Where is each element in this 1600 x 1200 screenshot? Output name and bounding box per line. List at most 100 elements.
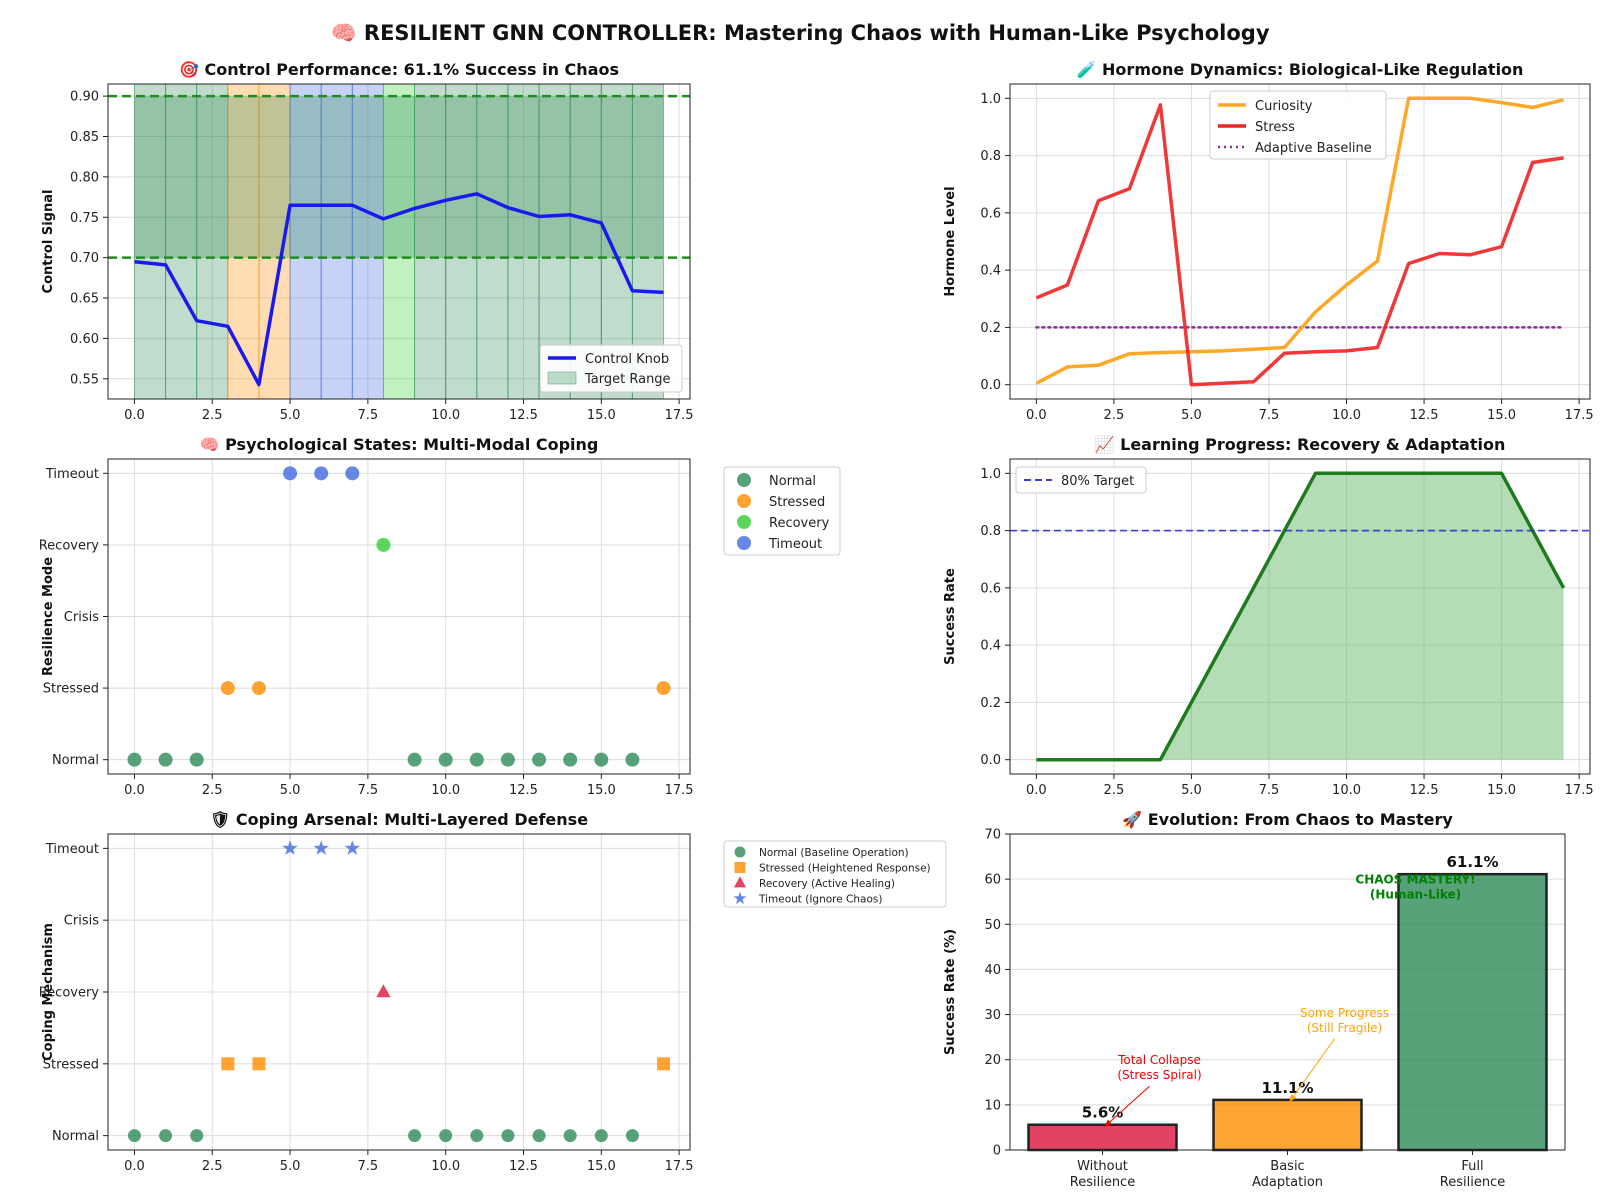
mode-band [445, 83, 478, 400]
legend-marker [737, 515, 751, 529]
bar-value-label: 11.1% [1261, 1079, 1313, 1097]
y-tick-label: Crisis [64, 610, 99, 625]
mode-band [414, 83, 447, 400]
legend-label: Stress [1255, 120, 1295, 135]
legend-box [1209, 90, 1387, 160]
x-tick-label: 2.5 [1104, 408, 1125, 423]
annotation-text: CHAOS MASTERY! [1355, 873, 1475, 887]
legend-patch-target-range [547, 371, 577, 385]
legend-marker [737, 536, 751, 550]
legend-box [1015, 466, 1147, 494]
y-tick-label: Normal [52, 753, 99, 768]
state-point-stressed [251, 681, 266, 696]
mode-band [507, 83, 540, 400]
y-tick-label: 30 [984, 1008, 1001, 1023]
legend-label: 80% Target [1061, 474, 1134, 489]
coping-point-circle [625, 1129, 639, 1143]
y-axis-label: Success Rate (%) [943, 929, 958, 1055]
y-axis-label: Hormone Level [943, 186, 958, 296]
coping-point-circle [127, 1129, 141, 1143]
coping-point-circle [501, 1129, 515, 1143]
x-tick-label: 12.5 [509, 783, 538, 798]
legend-label: Stressed (Heightened Response) [759, 863, 931, 875]
x-tick-label: 5.0 [280, 1159, 301, 1174]
coping-point-star [344, 840, 360, 855]
state-point-stressed [656, 681, 671, 696]
x-tick-label: 12.5 [1410, 783, 1439, 798]
coping-point-circle [439, 1129, 453, 1143]
panel-title: 🧪 Hormone Dynamics: Biological-Like Regu… [1077, 60, 1524, 79]
legend-label: Timeout [768, 537, 822, 552]
x-tick-label: 10.0 [431, 783, 460, 798]
annotation-text: (Human-Like) [1370, 888, 1461, 902]
x-tick-label: 15.0 [587, 783, 616, 798]
state-point-timeout [345, 466, 360, 481]
y-tick-label: Stressed [43, 1057, 99, 1072]
legend-marker [733, 876, 747, 888]
x-tick-label: 10.0 [1332, 783, 1361, 798]
curiosity-line [1035, 96, 1565, 385]
success-rate-line [1036, 471, 1566, 762]
x-tick-label: 5.0 [1181, 408, 1202, 423]
y-tick-label: 0.4 [980, 639, 1001, 654]
y-tick-label: 0.65 [70, 292, 99, 307]
x-tick-label: Full [1461, 1159, 1483, 1174]
y-tick-label: Crisis [64, 914, 99, 929]
y-tick-label: Recovery [39, 986, 100, 1001]
legend-label: Target Range [584, 372, 671, 387]
coping-point-star [313, 840, 329, 855]
mode-band [476, 83, 509, 400]
state-point-stressed [220, 681, 235, 696]
y-tick-label: Timeout [45, 467, 99, 482]
x-tick-label: 2.5 [1104, 783, 1125, 798]
annotation-text: Total Collapse [1117, 1053, 1201, 1067]
success-area-fill [1036, 473, 1564, 760]
panel-evolution: 🚀 Evolution: From Chaos to Mastery Succes… [943, 810, 1566, 1190]
y-tick-label: 0.0 [980, 753, 1001, 768]
annotation-arrowhead [1104, 1119, 1113, 1127]
legend-marker [737, 473, 751, 487]
figure-title: 🧠 RESILIENT GNN CONTROLLER: Mastering Ch… [330, 21, 1269, 45]
x-tick-label: Without [1077, 1159, 1128, 1174]
state-point-timeout [314, 466, 329, 481]
y-tick-label: 0.6 [980, 581, 1001, 596]
panel-title: 🧠 Psychological States: Multi-Modal Copi… [200, 435, 599, 454]
y-axis-label: Control Signal [41, 190, 56, 294]
x-tick-label: 2.5 [202, 408, 223, 423]
x-tick-label: 2.5 [202, 1159, 223, 1174]
panel-learning: 📈 Learning Progress: Recovery & Adaptati… [943, 435, 1594, 798]
state-point-recovery [376, 537, 391, 552]
state-point-normal [563, 752, 578, 767]
x-tick-label: 15.0 [587, 1159, 616, 1174]
legend-label: Curiosity [1255, 99, 1313, 114]
y-tick-label: Stressed [43, 682, 99, 697]
legend-label: Recovery (Active Healing) [759, 878, 895, 890]
state-point-normal [532, 752, 547, 767]
legend-label: Control Knob [585, 352, 669, 367]
x-tick-label: 0.0 [1026, 783, 1047, 798]
x-tick-label: 10.0 [1332, 408, 1361, 423]
annotation-arrowhead [1289, 1094, 1297, 1102]
x-tick-label: 0.0 [124, 783, 145, 798]
x-tick-label: 5.0 [280, 783, 301, 798]
x-tick-label: 17.5 [665, 408, 694, 423]
legend-marker [734, 846, 746, 858]
plot-border [107, 83, 691, 400]
x-tick-label: 7.5 [358, 783, 379, 798]
x-tick-label: 5.0 [1181, 783, 1202, 798]
legend-label: Adaptive Baseline [1255, 141, 1372, 156]
panel-title: 🎯 Control Performance: 61.1% Success in … [179, 60, 619, 79]
coping-point-circle [408, 1129, 422, 1143]
x-tick-label: 0.0 [124, 408, 145, 423]
x-tick-label: 12.5 [1410, 408, 1439, 423]
coping-point-square [657, 1057, 671, 1071]
y-tick-label: 0.85 [70, 130, 99, 145]
target-range-band [134, 96, 664, 258]
bar-1 [1212, 1098, 1363, 1152]
coping-point-circle [470, 1129, 484, 1143]
x-tick-label: 15.0 [1487, 408, 1516, 423]
y-tick-label: 20 [984, 1053, 1001, 1068]
y-tick-label: 0.75 [70, 211, 99, 226]
y-tick-label: 1.0 [980, 467, 1001, 482]
